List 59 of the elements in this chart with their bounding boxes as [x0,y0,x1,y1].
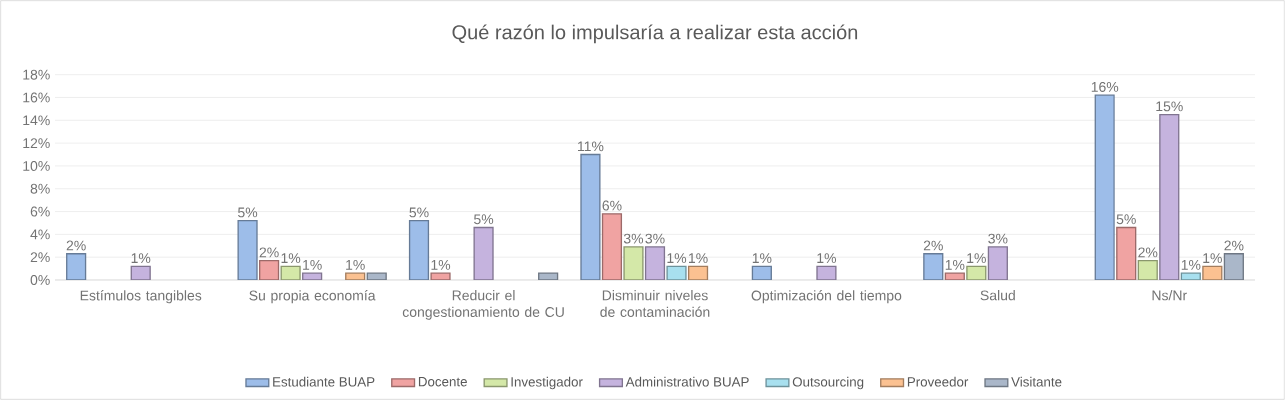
y-tick-label: 2% [30,252,50,263]
data-label: 1% [131,253,151,263]
y-tick-label: 16% [23,92,50,103]
data-label: 11% [578,141,604,152]
y-tick-label: 4% [30,229,50,240]
data-label: 6% [602,200,622,211]
legend-label: Administrativo BUAP [625,376,749,387]
bar [1116,226,1137,280]
data-label: 1% [303,260,322,270]
x-tick-label: Ns/Nr [1152,290,1187,301]
legend-label: Proveedor [907,376,969,387]
x-tick-label: Disminuir niveles de contaminación [600,290,710,317]
legend-label: Docente [418,377,467,387]
data-label: 2% [259,247,279,258]
data-label: 3% [645,233,665,244]
x-tick-label: Salud [980,290,1015,301]
data-label: 16% [1091,81,1119,92]
data-label: 2% [1138,247,1158,258]
data-label: 1% [1181,260,1201,270]
data-label: 5% [1116,214,1136,225]
bar [66,253,87,280]
y-tick-label: 0% [30,275,50,285]
x-tick-label: Optimización del tiempo [751,290,902,304]
data-label: 1% [752,253,772,263]
x-tick-label: Su propia economía [249,290,376,304]
bar [1223,253,1244,280]
y-tick-label: 14% [23,115,50,126]
data-label: 5% [238,207,258,218]
y-tick-label: 8% [30,183,50,194]
x-tick-label: Reducir el congestionamiento de CU [402,290,564,320]
chart-title: Qué razón lo impulsaría a realizar esta acción [452,24,858,44]
data-label: 5% [409,207,429,218]
legend-label: Outsourcing [792,376,864,390]
data-label: 3% [623,233,644,244]
y-tick-label: 18% [23,69,50,80]
data-label: 1% [1203,253,1222,263]
bar [601,213,623,280]
data-label: 5% [474,214,494,225]
data-label: 1% [967,253,986,263]
data-label: 3% [988,233,1008,244]
data-label: 1% [689,253,708,263]
data-label: 2% [923,240,943,251]
data-label: 15% [1156,101,1183,112]
data-label: 1% [281,253,301,263]
data-label: 2% [1224,240,1244,251]
y-tick-label: 10% [23,160,50,171]
y-tick-label: 12% [23,138,50,149]
data-label: 1% [817,253,837,263]
data-label: 1% [945,260,965,270]
data-label: 2% [66,240,86,251]
data-label: 1% [346,260,365,270]
legend-label: Investigador [511,376,583,390]
data-label: 1% [667,253,687,263]
x-tick-label: Estímulos tangibles [80,290,202,304]
legend-label: Visitante [1011,376,1062,387]
legend-label: Estudiante BUAP [273,376,375,387]
data-label: 1% [431,260,451,270]
bar [408,220,430,280]
y-tick-label: 6% [30,206,50,217]
